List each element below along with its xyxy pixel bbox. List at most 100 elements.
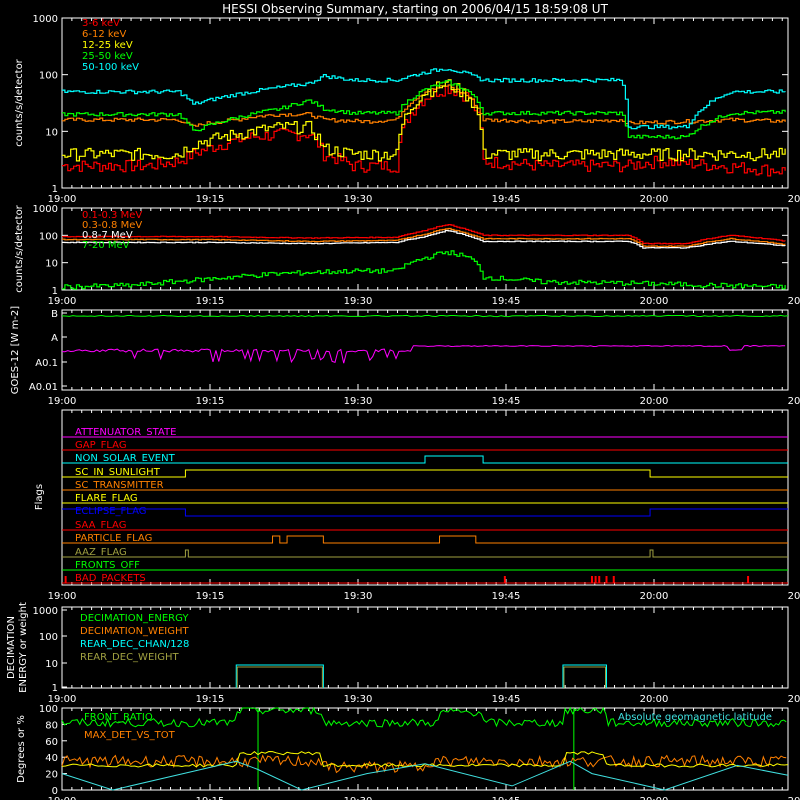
flag-label: PARTICLE_FLAG [75, 533, 152, 544]
y-axis-label: Flags [34, 484, 45, 510]
x-tick-label: 20:15 [788, 396, 800, 407]
flag-label: AAZ_FLAG [75, 547, 127, 558]
y-tick-label: 100 [39, 231, 58, 242]
x-tick-label: 20:00 [640, 194, 669, 205]
y-tick-label: 100 [39, 71, 58, 82]
x-tick-label: 20:00 [640, 591, 669, 602]
x-tick-label: 19:00 [48, 591, 77, 602]
panel-2: 19:0019:1519:3019:4520:0020:1520:30count… [14, 204, 800, 307]
y-tick-label: 1000 [33, 606, 58, 617]
series-line [62, 229, 786, 249]
x-tick-label: 19:45 [492, 591, 521, 602]
x-tick-label: 19:00 [48, 396, 77, 407]
flag-label: SC_IN_SUNLIGHT [75, 467, 161, 478]
x-tick-label: 19:45 [492, 694, 521, 705]
flag-label: SC_TRANSMITTER [75, 480, 164, 491]
x-tick-label: 19:00 [48, 296, 77, 307]
flag-line [62, 549, 788, 558]
y-tick-label: 1000 [33, 204, 58, 215]
x-tick-label: 19:30 [344, 396, 373, 407]
x-tick-label: 20:15 [788, 296, 800, 307]
panel-frame [61, 17, 789, 189]
flag-line [62, 535, 788, 544]
flag-line [62, 455, 788, 464]
rear-dec-weight-step [563, 666, 606, 688]
x-tick-label: 20:15 [788, 694, 800, 705]
panel-1: 19:0019:1519:3019:4520:0020:1520:30count… [14, 14, 800, 205]
y-tick-label: 10 [45, 259, 58, 270]
y-axis-label: DECIMATION [6, 616, 17, 679]
series-line [62, 80, 786, 140]
y-tick-label: 10 [45, 659, 58, 670]
series-line [62, 227, 786, 248]
panel-5: 19:0019:1519:3019:4520:0020:1520:30DECIM… [6, 602, 800, 705]
x-tick-label: 19:15 [196, 194, 225, 205]
y-tick-label: A0.01 [29, 382, 58, 393]
x-tick-label: 19:30 [344, 694, 373, 705]
x-tick-label: 19:15 [196, 396, 225, 407]
series-line [62, 224, 786, 245]
flag-label: SAA_FLAG [75, 520, 126, 531]
x-tick-label: 20:00 [640, 396, 669, 407]
series-line [61, 314, 789, 318]
y-tick-label: 1 [52, 286, 58, 297]
y-tick-label: 100 [39, 704, 58, 715]
y-tick-label: 20 [45, 770, 58, 781]
rear-dec-weight-step [236, 666, 323, 688]
legend-entry: 7-20 MeV [82, 240, 130, 251]
legend-entry: FRONT_RATIO [84, 712, 153, 723]
x-tick-label: 19:30 [344, 591, 373, 602]
panel-frame [61, 309, 789, 391]
legend-entry: 0.8-7 MeV [82, 230, 133, 241]
flag-label: ATTENUATOR_STATE [75, 427, 176, 438]
x-tick-label: 20:00 [640, 796, 669, 800]
y-axis-label: Degrees or % [16, 715, 27, 783]
x-tick-label: 19:00 [48, 796, 77, 800]
x-tick-label: 19:45 [492, 396, 521, 407]
x-tick-label: 20:15 [788, 796, 800, 800]
x-tick-label: 19:30 [344, 796, 373, 800]
y-tick-label: 100 [39, 632, 58, 643]
legend-entry: REAR_DEC_CHAN/128 [80, 639, 189, 650]
legend-entry: DECIMATION_ENERGY [80, 613, 189, 624]
legend-entry: 25-50 keV [82, 51, 133, 62]
flag-line [62, 508, 788, 517]
y-tick-label: 1 [52, 683, 58, 694]
series-line [61, 344, 786, 364]
panel-frame [61, 606, 789, 689]
legend-entry: 3-6 keV [82, 18, 120, 29]
y-tick-label: 40 [45, 753, 58, 764]
legend-entry: 0.3-0.8 MeV [82, 220, 142, 231]
flag-line [62, 469, 788, 478]
series-line [62, 84, 786, 127]
y-tick-label: 80 [45, 720, 58, 731]
x-tick-label: 19:45 [492, 796, 521, 800]
panel-frame [61, 409, 789, 586]
series-line [61, 760, 789, 791]
y-axis-label: counts/s/detector [14, 204, 25, 292]
y-axis-label: ENERGY or weight [18, 602, 29, 693]
y-tick-label: 1000 [33, 14, 58, 25]
series-line [62, 68, 786, 130]
flag-label: FLARE_FLAG [75, 493, 138, 504]
legend-entry: DECIMATION_WEIGHT [80, 626, 189, 637]
x-tick-label: 20:00 [640, 296, 669, 307]
x-tick-label: 19:30 [344, 194, 373, 205]
series-line [62, 85, 786, 177]
flag-label: GAP_FLAG [75, 440, 127, 451]
y-axis-label: GOES-12 [W m-2] [10, 306, 21, 394]
panel-frame [61, 707, 789, 791]
series-line [62, 79, 786, 162]
series-line [61, 706, 787, 728]
legend-entry: 6-12 keV [82, 29, 126, 40]
flag-label: BAD_PACKETS [75, 573, 146, 584]
legend-entry: 50-100 keV [82, 62, 139, 73]
x-tick-label: 19:15 [196, 296, 225, 307]
y-tick-label: 1 [52, 184, 58, 195]
y-tick-label: B [51, 309, 58, 320]
x-tick-label: 19:15 [196, 591, 225, 602]
x-tick-label: 19:00 [48, 194, 77, 205]
y-tick-label: A [51, 333, 58, 344]
flag-label: FRONTS_OFF [75, 560, 140, 571]
